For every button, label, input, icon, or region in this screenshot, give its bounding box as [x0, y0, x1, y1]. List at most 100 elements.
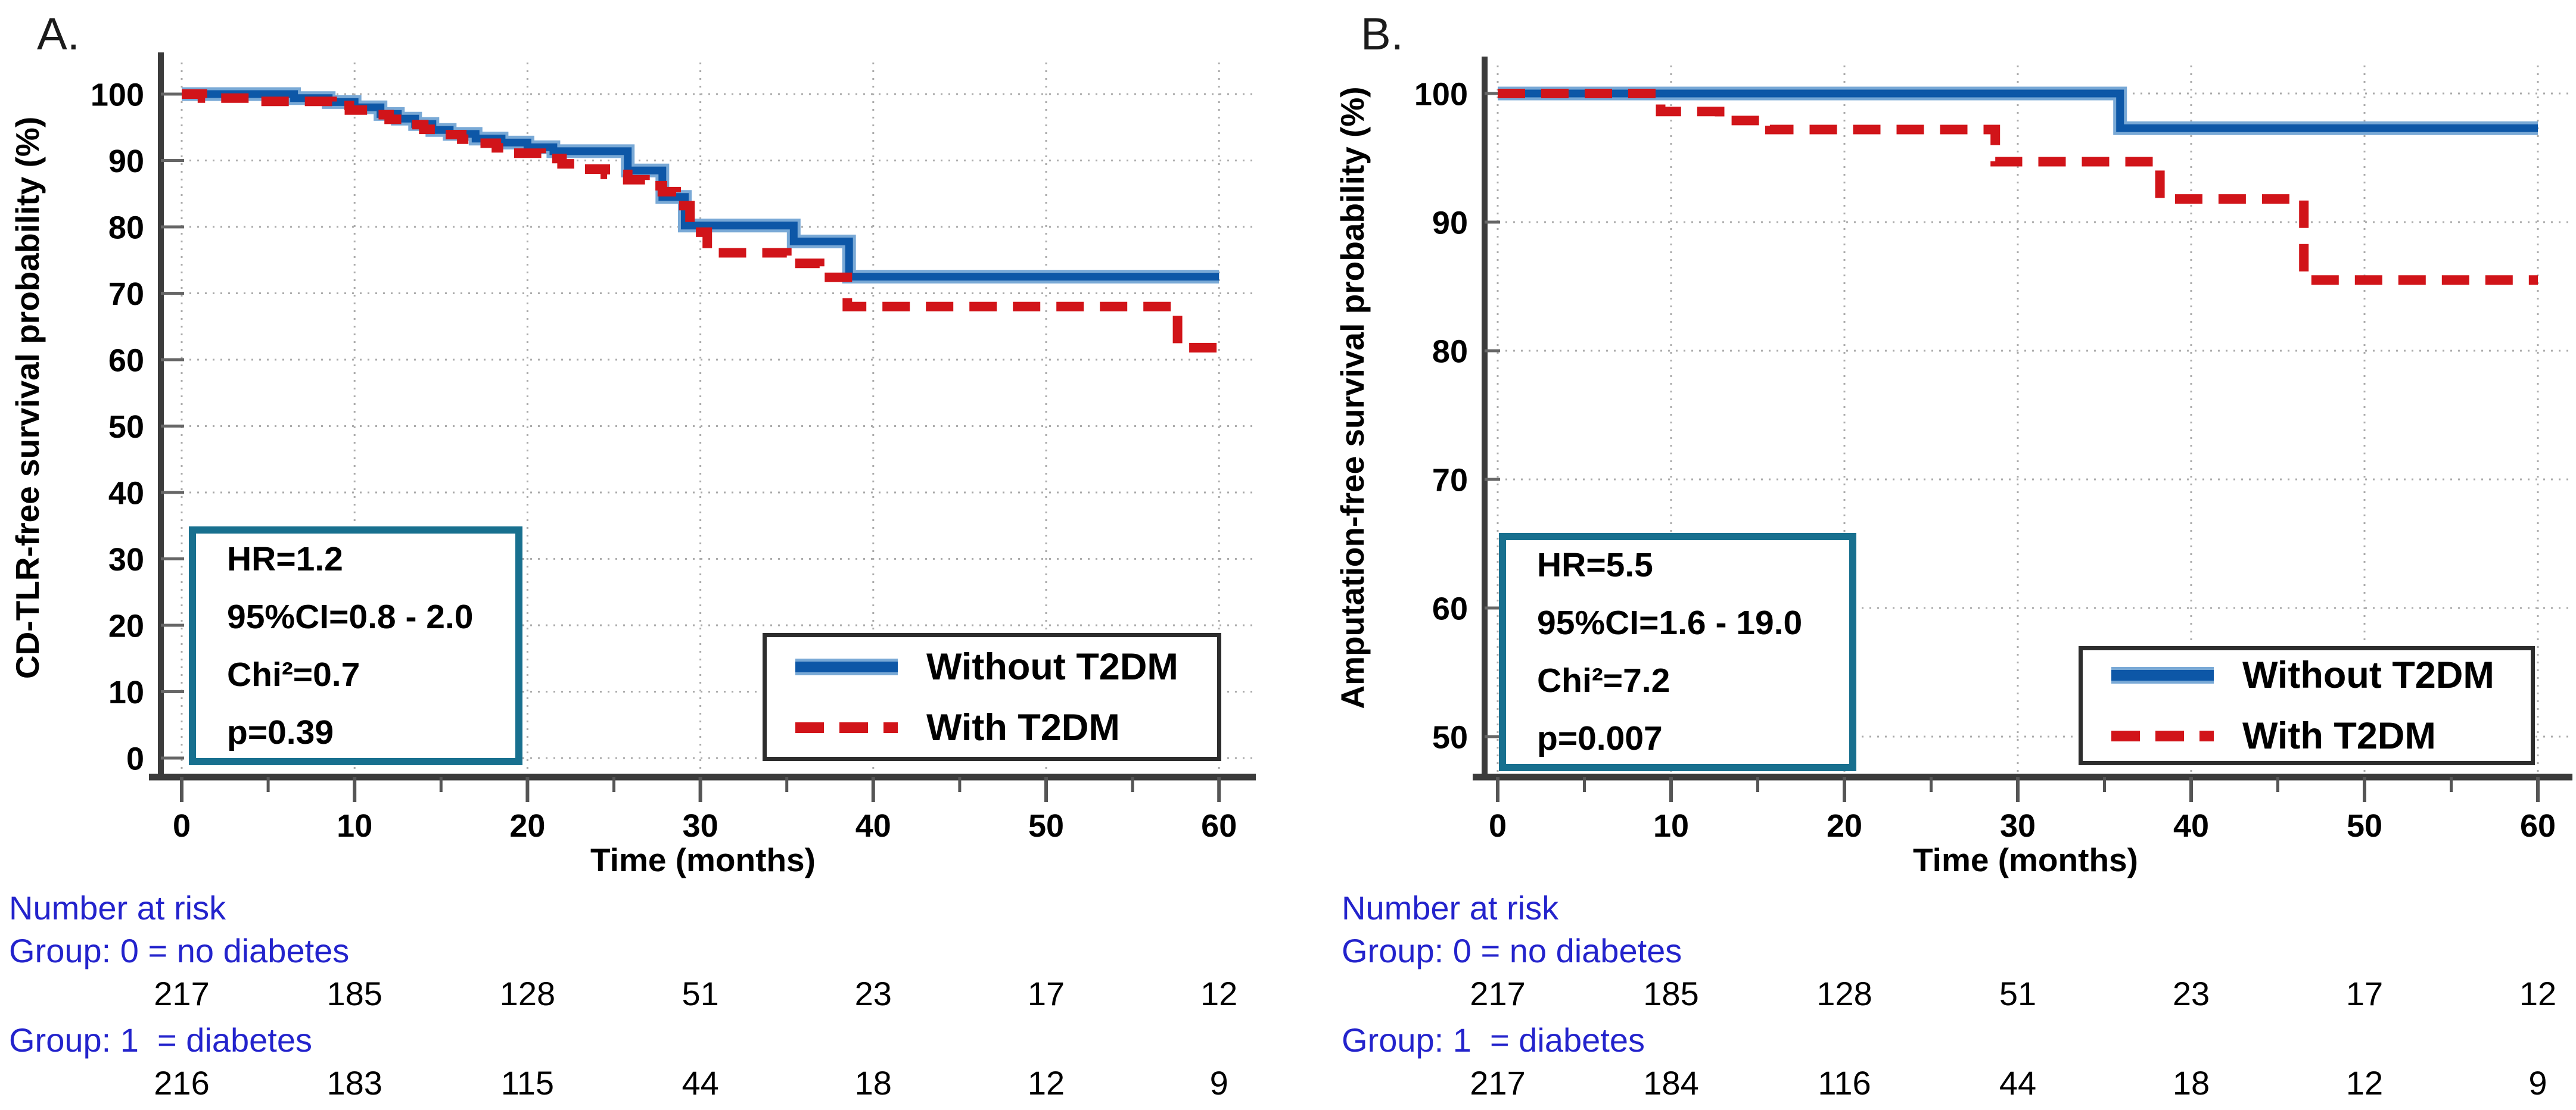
y-tick-label: 30 [108, 542, 144, 578]
y-tick-label: 60 [1432, 591, 1468, 626]
y-tick-label: 70 [108, 276, 144, 312]
panel-b-label: B. [1361, 9, 1404, 60]
panel-b-y-axis-title: Amputation-free survival probability (%) [1334, 86, 1371, 709]
panel-a-risk-group1-label: Group: 1 = diabetes [9, 1021, 313, 1059]
panel-b-stats-box: HR=5.5 95%CI=1.6 - 19.0 Chi²=7.2 p=0.007 [1499, 533, 1856, 771]
x-tick-label: 30 [683, 808, 718, 844]
legend-label: Without T2DM [2242, 654, 2494, 696]
panel-a-legend: Without T2DM With T2DM [763, 633, 1221, 761]
y-tick-label: 90 [1432, 205, 1468, 241]
panel-b-legend: Without T2DM With T2DM [2079, 646, 2535, 765]
risk-value: 12 [2519, 975, 2557, 1012]
y-tick-label: 100 [1414, 76, 1468, 112]
risk-value: 185 [326, 975, 382, 1012]
legend-item-with-t2dm: With T2DM [2111, 715, 2531, 757]
risk-value: 12 [2345, 1064, 2384, 1102]
dashed-red-line-swatch-icon [795, 722, 898, 733]
x-tick-label: 50 [1028, 808, 1064, 844]
risk-value: 23 [854, 975, 892, 1012]
risk-value: 128 [499, 975, 556, 1012]
risk-value: 217 [1470, 975, 1526, 1012]
y-tick-label: 20 [108, 608, 144, 644]
km-curve-with-t2dm [1498, 89, 2538, 285]
solid-blue-line-swatch-icon [795, 661, 898, 672]
risk-value: 44 [1999, 1064, 2037, 1102]
risk-value: 9 [2528, 1064, 2547, 1102]
risk-value: 51 [682, 975, 719, 1012]
stat-ci: 95%CI=1.6 - 19.0 [1537, 604, 1803, 642]
x-tick-label: 10 [1653, 808, 1689, 844]
risk-value: 217 [154, 975, 210, 1012]
km-curve-without-t2dm [1498, 89, 2538, 132]
risk-value: 115 [500, 1064, 555, 1102]
legend-label: With T2DM [926, 706, 1120, 749]
legend-label: Without T2DM [926, 646, 1178, 688]
risk-value: 12 [1200, 975, 1238, 1012]
stat-p: p=0.39 [227, 713, 334, 752]
stat-hr: HR=5.5 [1537, 546, 1653, 584]
y-tick-label: 0 [126, 741, 144, 777]
risk-value: 116 [1818, 1064, 1871, 1102]
y-tick-label: 80 [108, 210, 144, 245]
stat-chi2: Chi²=0.7 [227, 655, 360, 694]
risk-value: 17 [1027, 975, 1065, 1012]
risk-value: 216 [154, 1064, 210, 1102]
km-curve-with-t2dm [182, 89, 1219, 353]
risk-value: 184 [1643, 1064, 1699, 1102]
y-tick-label: 60 [108, 342, 144, 378]
panel-b-risk-group1-label: Group: 1 = diabetes [1342, 1021, 1645, 1059]
x-tick-label: 0 [173, 808, 191, 844]
y-tick-label: 90 [108, 144, 144, 179]
x-tick-label: 40 [2173, 808, 2209, 844]
y-tick-label: 50 [1432, 719, 1468, 755]
risk-value: 17 [2345, 975, 2384, 1012]
x-tick-label: 20 [1827, 808, 1862, 844]
x-tick-label: 40 [855, 808, 891, 844]
x-tick-label: 0 [1489, 808, 1507, 844]
risk-value: 18 [854, 1064, 892, 1102]
y-tick-label: 70 [1432, 462, 1468, 498]
x-tick-label: 10 [337, 808, 372, 844]
panel-a-x-axis-title: Time (months) [590, 841, 816, 878]
panel-b-x-axis-title: Time (months) [1913, 841, 2138, 878]
dashed-red-line-swatch-icon [2111, 731, 2214, 741]
x-tick-label: 60 [2520, 808, 2556, 844]
y-tick-label: 100 [91, 77, 144, 113]
legend-item-with-t2dm: With T2DM [795, 706, 1217, 749]
stat-hr: HR=1.2 [227, 540, 343, 578]
risk-value: 18 [2172, 1064, 2210, 1102]
y-tick-label: 50 [108, 409, 144, 445]
y-tick-label: 10 [108, 675, 144, 710]
stat-ci: 95%CI=0.8 - 2.0 [227, 597, 474, 636]
y-tick-label: 40 [108, 475, 144, 511]
panel-a-label: A. [37, 9, 80, 60]
risk-value: 44 [682, 1064, 719, 1102]
stat-p: p=0.007 [1537, 719, 1663, 757]
risk-value: 217 [1470, 1064, 1526, 1102]
legend-label: With T2DM [2242, 715, 2436, 757]
panel-b-risk-title: Number at risk [1342, 889, 1559, 927]
panel-a-risk-title: Number at risk [9, 889, 226, 927]
risk-value: 9 [1209, 1064, 1228, 1102]
solid-blue-line-swatch-icon [2111, 670, 2214, 681]
x-tick-label: 50 [2347, 808, 2382, 844]
legend-item-without-t2dm: Without T2DM [795, 646, 1217, 688]
panel-a-risk-group0-label: Group: 0 = no diabetes [9, 932, 350, 969]
risk-value: 185 [1643, 975, 1699, 1012]
km-curve-halo [1498, 86, 2538, 135]
panel-a-stats-box: HR=1.2 95%CI=0.8 - 2.0 Chi²=0.7 p=0.39 [189, 526, 522, 765]
legend-item-without-t2dm: Without T2DM [2111, 654, 2531, 697]
panel-a-y-axis-title: CD-TLR-free survival probability (%) [9, 116, 46, 679]
x-tick-label: 30 [2000, 808, 2036, 844]
x-tick-label: 60 [1201, 808, 1237, 844]
x-tick-label: 20 [509, 808, 545, 844]
risk-value: 51 [1999, 975, 2037, 1012]
stat-chi2: Chi²=7.2 [1537, 662, 1670, 700]
risk-value: 23 [2172, 975, 2210, 1012]
y-tick-label: 80 [1432, 333, 1468, 369]
risk-value: 12 [1027, 1064, 1065, 1102]
risk-value: 128 [1816, 975, 1872, 1012]
risk-value: 183 [326, 1064, 382, 1102]
